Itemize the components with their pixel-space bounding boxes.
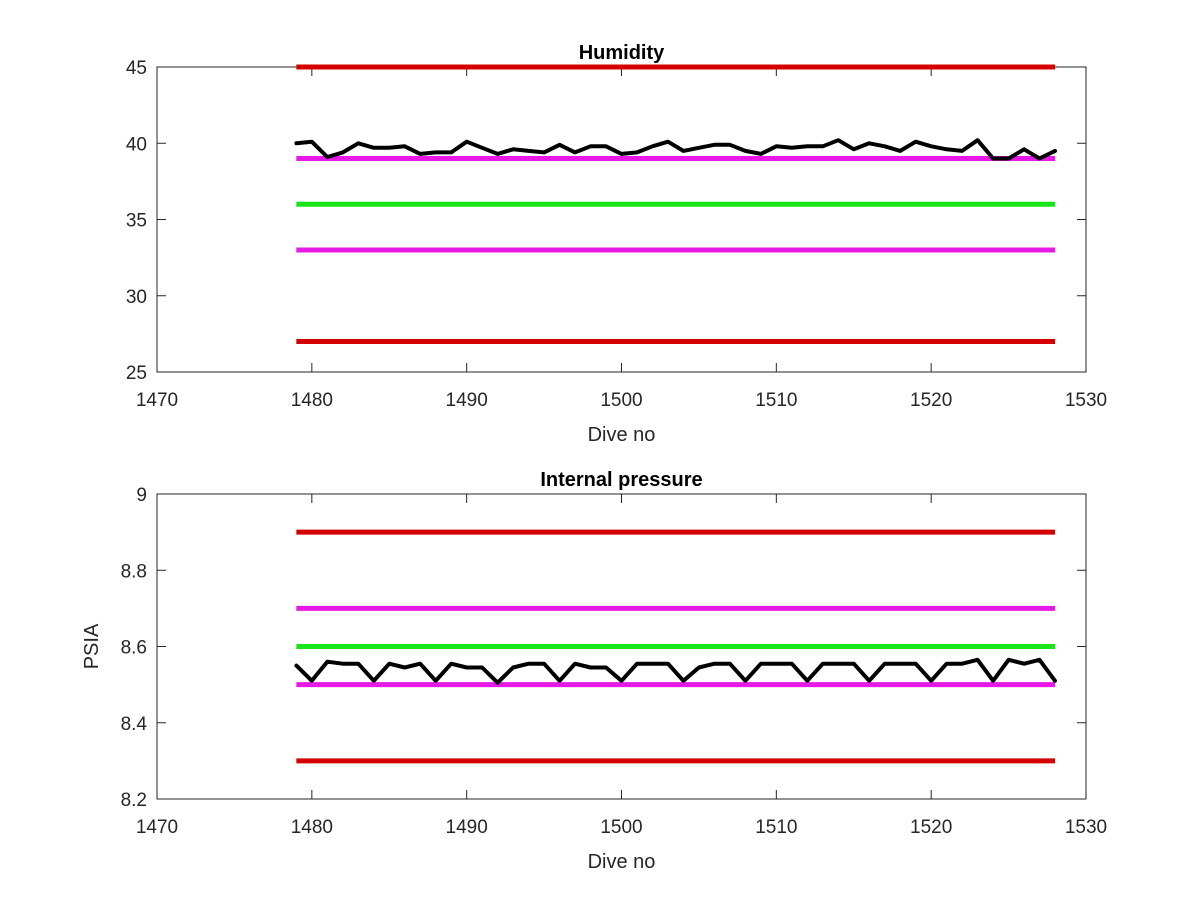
y-tick-label: 8.4: [121, 714, 148, 735]
y-tick-label: 8.6: [121, 638, 147, 659]
y-tick-label: 45: [126, 58, 147, 79]
x-tick-label: 1520: [910, 817, 952, 838]
x-tick-label: 1500: [600, 817, 642, 838]
internal-pressure-plot: Dive no PSIA 1470 1480 1490 1500 1510 1520 153…: [81, 469, 1107, 873]
axes-frame: [156, 66, 1087, 373]
x-axis-label: Dive no: [588, 424, 656, 446]
y-tick-label: 8.8: [121, 561, 147, 582]
data-series-line: [294, 138, 1057, 161]
x-tick-label: 1530: [1065, 390, 1107, 411]
chart-title: Humidity: [579, 42, 665, 64]
data-series-line: [294, 657, 1057, 685]
x-axis-label: Dive no: [588, 851, 656, 873]
humidity-plot: Dive no 1470 1480 1490 1500 1510 1520 1530 25 30…: [126, 42, 1107, 446]
x-tick-label: 1470: [136, 390, 178, 411]
y-axis-label: PSIA: [81, 623, 103, 669]
x-tick-label: 1470: [136, 817, 178, 838]
x-tick-label: 1520: [910, 390, 952, 411]
y-tick-label: 25: [126, 363, 147, 384]
y-tick-label: 8.2: [121, 790, 147, 811]
x-tick-label: 1500: [600, 390, 642, 411]
y-tick-label: 35: [126, 211, 147, 232]
x-tick-label: 1510: [755, 390, 797, 411]
y-tick-label: 9: [136, 485, 147, 506]
x-tick-label: 1490: [446, 817, 488, 838]
x-tick-label: 1490: [446, 390, 488, 411]
y-tick-label: 30: [126, 287, 147, 308]
x-tick-label: 1480: [291, 390, 333, 411]
chart-title: Internal pressure: [540, 469, 702, 491]
x-tick-label: 1510: [755, 817, 797, 838]
y-tick-label: 40: [126, 134, 147, 155]
x-tick-label: 1480: [291, 817, 333, 838]
x-tick-label: 1530: [1065, 817, 1107, 838]
